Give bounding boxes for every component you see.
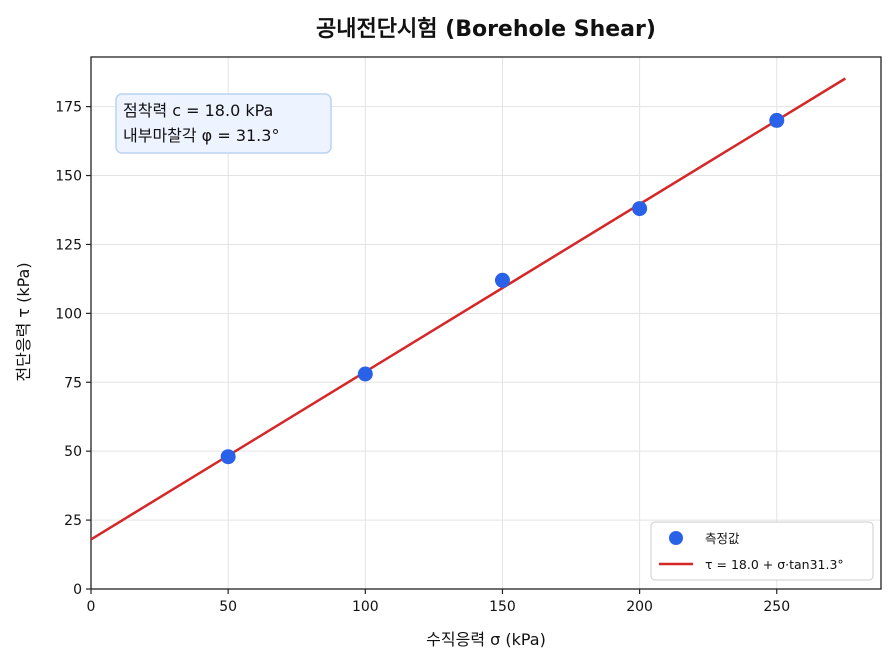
data-point <box>494 272 510 288</box>
annotation-box: 점착력 c = 18.0 kPa 내부마찰각 φ = 31.3° <box>115 93 332 154</box>
x-tick-label: 150 <box>489 599 516 615</box>
data-point <box>632 201 648 217</box>
x-tick-label: 100 <box>352 599 379 615</box>
annotation-cohesion: 점착력 c = 18.0 kPa <box>123 101 273 120</box>
y-tick-label: 125 <box>55 237 82 253</box>
data-point <box>220 449 236 465</box>
y-tick-label: 25 <box>64 513 82 529</box>
chart-title: 공내전단시험 (Borehole Shear) <box>316 16 656 42</box>
x-tick-label: 0 <box>87 599 96 615</box>
annotation-background <box>115 93 332 154</box>
legend-label-fit-line: τ = 18.0 + σ·tan31.3° <box>705 557 844 572</box>
y-tick-label: 0 <box>73 582 82 598</box>
legend-marker-points <box>669 531 683 545</box>
legend-frame <box>650 521 874 581</box>
x-axis-label: 수직응력 σ (kPa) <box>426 630 546 649</box>
x-tick-label: 50 <box>219 599 237 615</box>
y-axis-label: 전단응력 τ (kPa) <box>14 262 33 381</box>
data-points-layer <box>220 112 785 465</box>
fit-line <box>90 77 846 541</box>
data-point <box>357 366 373 382</box>
grid <box>90 57 881 590</box>
legend-label-points: 측정값 <box>705 531 740 546</box>
data-point <box>769 112 785 128</box>
plot-frame <box>90 56 882 590</box>
y-tick-label: 100 <box>55 306 82 322</box>
y-tick-label: 75 <box>64 375 82 391</box>
legend: 측정값 τ = 18.0 + σ·tan31.3° <box>650 521 874 581</box>
y-tick-label: 50 <box>64 444 82 460</box>
fit-line-layer <box>90 77 846 541</box>
y-axis: 0 25 50 75 100 125 150 175 <box>55 100 91 598</box>
annotation-friction-angle: 내부마찰각 φ = 31.3° <box>123 126 279 145</box>
x-axis: 0 50 100 150 200 250 <box>87 589 790 615</box>
y-tick-label: 175 <box>55 100 82 116</box>
y-tick-label: 150 <box>55 169 82 185</box>
x-tick-label: 200 <box>626 599 653 615</box>
x-tick-label: 250 <box>763 599 790 615</box>
